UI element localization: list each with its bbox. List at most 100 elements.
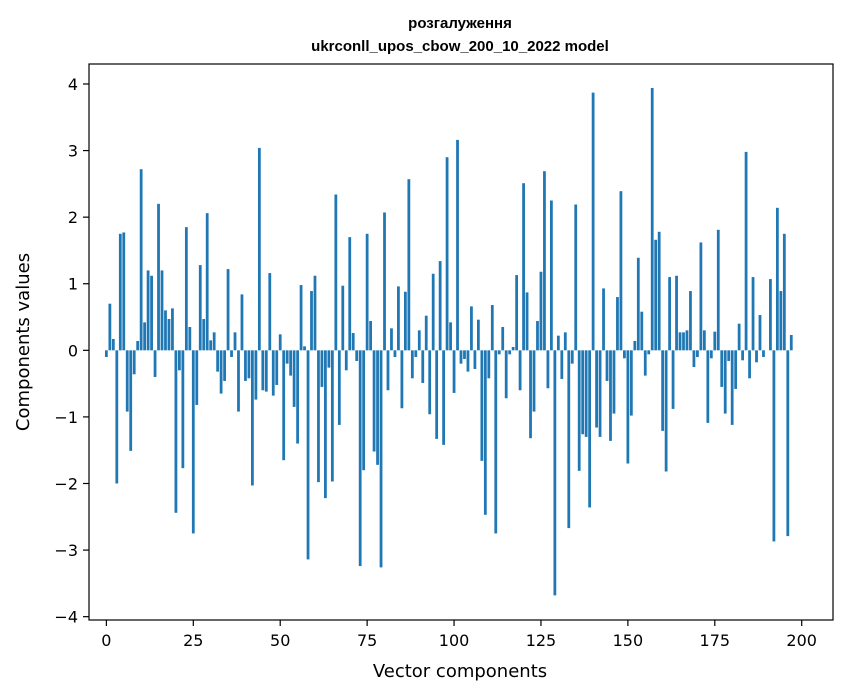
bar-56 xyxy=(299,285,303,351)
bar-38 xyxy=(237,350,240,412)
bar-2 xyxy=(111,339,115,351)
bar-32 xyxy=(216,350,220,372)
bar-59 xyxy=(310,291,313,351)
bar-120 xyxy=(522,183,525,351)
bar-169 xyxy=(692,350,696,367)
bar-7 xyxy=(129,350,133,451)
bar-67 xyxy=(337,350,341,425)
bar-95 xyxy=(435,350,439,439)
bar-1 xyxy=(108,303,112,351)
bar-34 xyxy=(223,350,226,381)
bar-31 xyxy=(212,332,216,351)
bar-0 xyxy=(104,350,108,357)
bar-60 xyxy=(313,275,317,351)
bar-48 xyxy=(271,350,275,396)
bar-118 xyxy=(515,275,519,351)
y-tick-label: 2 xyxy=(68,208,78,227)
bar-129 xyxy=(553,350,557,596)
bar-158 xyxy=(654,239,658,351)
bar-178 xyxy=(723,350,727,414)
bar-20 xyxy=(174,350,178,513)
bar-90 xyxy=(417,330,421,351)
bar-11 xyxy=(143,322,147,351)
bar-8 xyxy=(132,350,136,375)
y-tick-label: 4 xyxy=(68,75,78,94)
bar-49 xyxy=(275,350,279,385)
bar-28 xyxy=(202,319,206,351)
bar-102 xyxy=(459,350,463,364)
bar-165 xyxy=(678,332,682,351)
bar-86 xyxy=(403,291,407,351)
chart-title: розгалуження xyxy=(408,15,512,32)
bar-119 xyxy=(518,350,522,391)
bar-82 xyxy=(390,328,393,351)
bar-183 xyxy=(741,350,744,361)
bar-65 xyxy=(330,350,334,482)
bar-192 xyxy=(772,350,776,542)
bar-146 xyxy=(612,350,616,414)
bar-112 xyxy=(494,350,498,534)
bar-107 xyxy=(476,319,480,351)
bar-58 xyxy=(306,350,310,560)
bar-105 xyxy=(470,306,473,351)
bar-37 xyxy=(233,332,237,351)
bar-164 xyxy=(675,275,678,351)
bar-147 xyxy=(616,297,619,351)
bar-108 xyxy=(480,350,484,461)
bar-42 xyxy=(251,350,254,486)
bar-130 xyxy=(556,335,560,351)
bar-52 xyxy=(285,350,289,364)
bar-62 xyxy=(320,350,324,387)
bar-189 xyxy=(762,350,765,357)
bar-68 xyxy=(341,285,345,351)
bar-142 xyxy=(598,350,602,437)
y-axis-label: Components values xyxy=(13,253,34,431)
bar-75 xyxy=(365,233,369,351)
bar-46 xyxy=(264,350,268,392)
bar-140 xyxy=(591,92,595,351)
bar-197 xyxy=(789,335,793,351)
bar-135 xyxy=(574,204,578,351)
bar-136 xyxy=(577,350,581,471)
bar-173 xyxy=(706,350,710,423)
bar-64 xyxy=(327,350,331,368)
bar-66 xyxy=(334,194,338,351)
bar-84 xyxy=(397,286,400,351)
bar-161 xyxy=(664,350,668,472)
y-axis-ticks: −4 −3 −2 −1 0 1 2 3 4 xyxy=(54,75,89,627)
bar-53 xyxy=(289,350,293,376)
bar-188 xyxy=(758,315,762,351)
bar-24 xyxy=(188,327,192,351)
bar-22 xyxy=(181,350,185,469)
x-tick-label: 200 xyxy=(786,631,817,650)
bar-21 xyxy=(178,350,181,371)
bar-15 xyxy=(157,203,160,351)
bar-103 xyxy=(463,350,466,359)
bar-151 xyxy=(629,350,633,416)
bar-99 xyxy=(449,322,452,351)
y-tick-label: 0 xyxy=(68,341,78,360)
bar-55 xyxy=(296,350,299,444)
bar-175 xyxy=(713,331,717,351)
bar-122 xyxy=(529,350,532,439)
bar-117 xyxy=(511,346,515,351)
bar-172 xyxy=(702,330,706,351)
bar-159 xyxy=(657,231,661,351)
bar-85 xyxy=(400,350,404,409)
bar-17 xyxy=(164,310,167,351)
bar-39 xyxy=(240,294,244,351)
bar-113 xyxy=(497,350,501,355)
bar-111 xyxy=(490,305,494,351)
bar-5 xyxy=(122,232,126,351)
bar-162 xyxy=(668,277,671,351)
y-tick-label: −2 xyxy=(54,474,78,493)
bar-187 xyxy=(755,350,758,363)
bar-76 xyxy=(369,321,372,351)
bar-166 xyxy=(682,332,685,351)
bar-94 xyxy=(431,273,435,351)
bar-157 xyxy=(650,87,654,351)
bar-185 xyxy=(748,350,751,379)
bar-153 xyxy=(636,257,640,351)
bar-180 xyxy=(730,350,734,425)
bar-123 xyxy=(532,350,536,412)
